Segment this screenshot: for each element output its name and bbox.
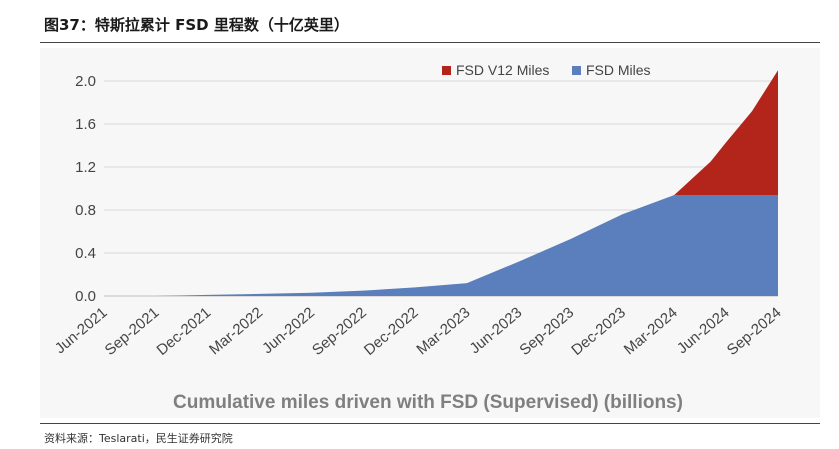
x-tick-label-11: Mar-2024 [621, 304, 681, 358]
x-tick-label-0: Jun-2021 [52, 304, 111, 357]
x-tick-label-5: Sep-2022 [309, 304, 370, 359]
top-divider [40, 42, 820, 43]
x-tick-label-12: Jun-2024 [674, 304, 733, 357]
x-tick-label-13: Sep-2024 [724, 304, 785, 359]
x-axis-ticks: Jun-2021Sep-2021Dec-2021Mar-2022Jun-2022… [52, 304, 785, 359]
x-tick-label-10: Dec-2023 [568, 304, 629, 359]
area-chart: 0.00.40.81.21.62.0 Jun-2021Sep-2021Dec-2… [52, 62, 785, 413]
y-tick-label-1: 0.4 [75, 245, 96, 262]
legend-label-1: FSD Miles [586, 62, 651, 78]
x-tick-label-9: Sep-2023 [516, 304, 577, 359]
x-tick-label-3: Mar-2022 [206, 304, 266, 358]
chart-panel: 0.0 0.4 0.8 1.2 1.6 2.0 Jun-2021 Sep-2021 Dec-2… [40, 48, 820, 418]
legend-swatch-0 [442, 66, 451, 75]
x-tick-label-7: Mar-2023 [413, 304, 473, 358]
area-fsd-miles [104, 194, 778, 296]
legend-swatch-1 [572, 66, 581, 75]
bottom-divider [40, 423, 820, 424]
y-tick-label-2: 0.8 [75, 202, 96, 219]
figure-title: 图37：特斯拉累计 FSD 里程数（十亿英里） [44, 16, 349, 34]
x-tick-label-8: Jun-2023 [466, 304, 525, 357]
x-tick-label-4: Jun-2022 [259, 304, 318, 357]
y-tick-label-4: 1.6 [75, 116, 96, 133]
legend: FSD V12 Miles FSD Miles [442, 62, 651, 78]
y-tick-label-3: 1.2 [75, 159, 96, 176]
source-note: 资料来源：Teslarati，民生证券研究院 [44, 432, 233, 445]
y-tick-label-5: 2.0 [75, 73, 96, 90]
y-tick-label-0: 0.0 [75, 288, 96, 305]
x-tick-label-1: Sep-2021 [102, 304, 163, 359]
x-axis-label: Cumulative miles driven with FSD (Superv… [173, 392, 683, 413]
y-axis-ticks: 0.0 0.4 0.8 1.2 1.6 2.0 [75, 73, 96, 305]
x-tick-label-2: Dec-2021 [154, 304, 215, 359]
series-areas [104, 70, 778, 296]
legend-label-0: FSD V12 Miles [456, 62, 549, 78]
x-tick-label-6: Dec-2022 [361, 304, 422, 359]
